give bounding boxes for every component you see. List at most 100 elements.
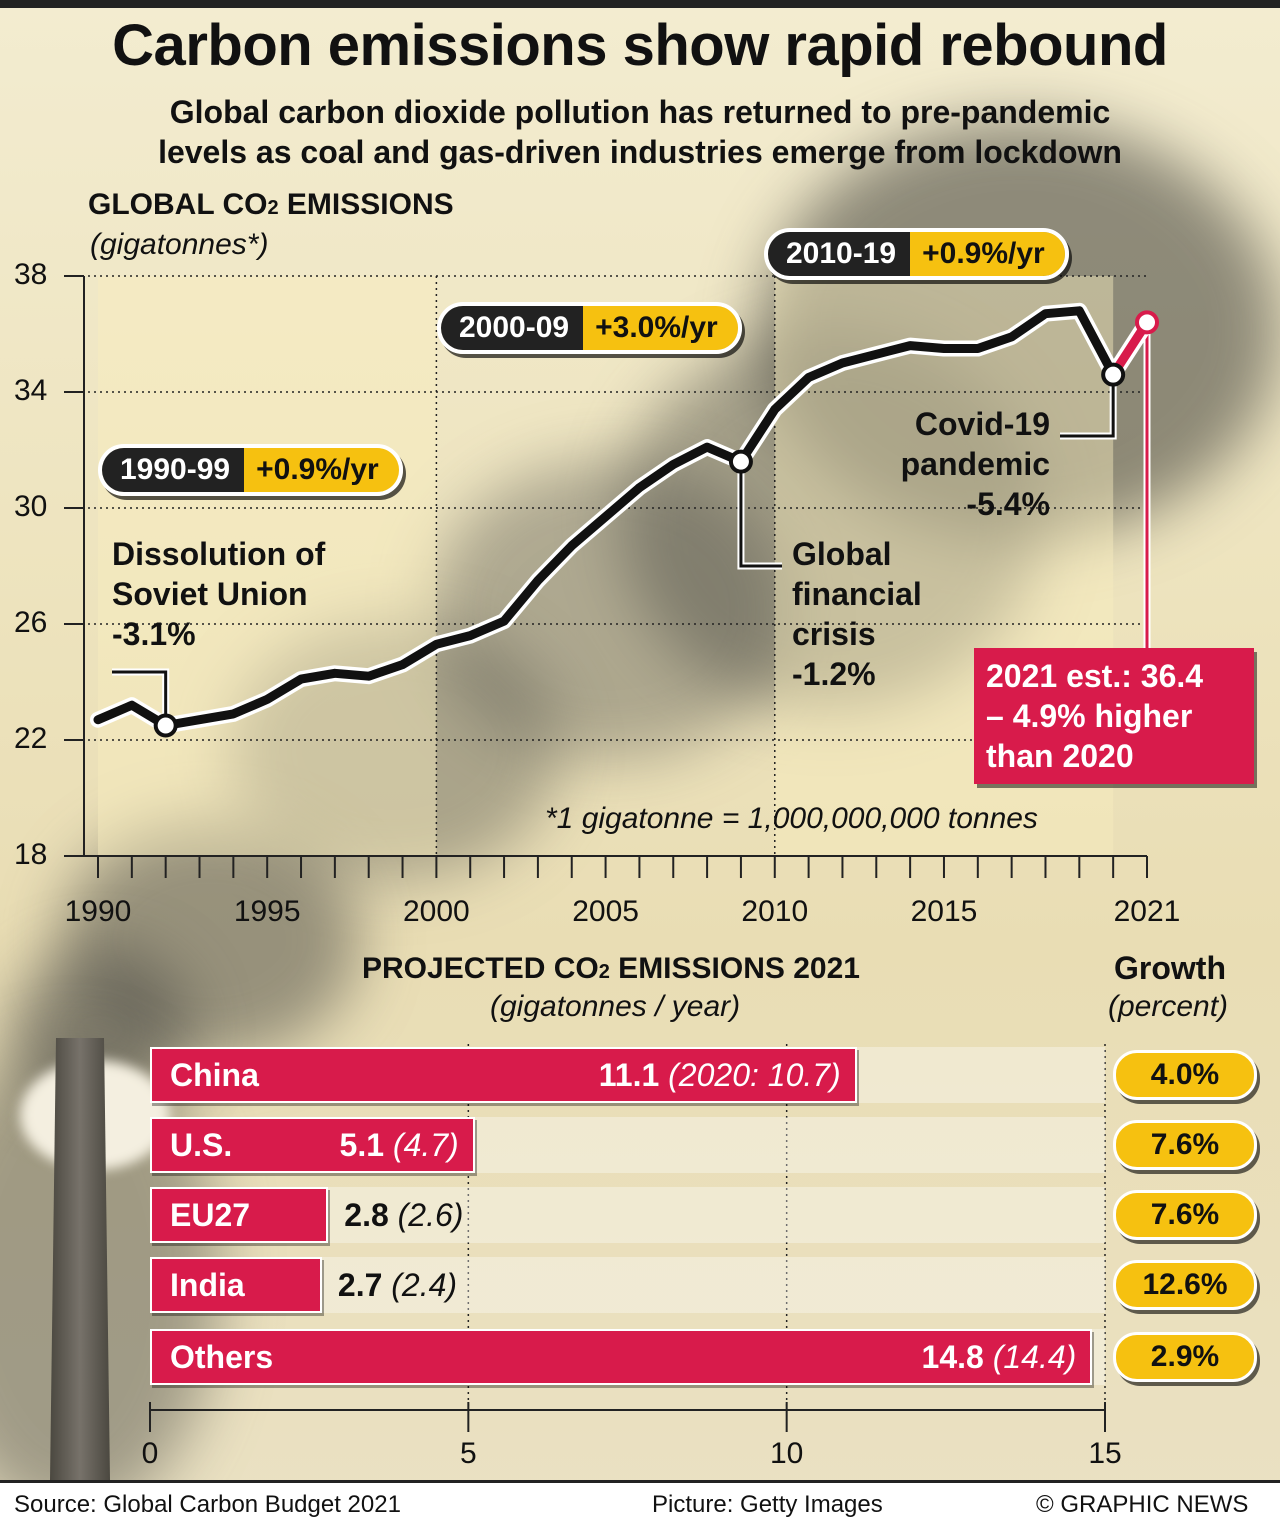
bar-previous-value: (4.7) [392, 1127, 459, 1163]
bar-value-label: 5.1 (4.7) [340, 1117, 459, 1173]
bar-category-label: EU27 [170, 1197, 251, 1233]
line-chart-title-subscript: 2 [267, 197, 279, 219]
y-tick-label: 30 [14, 490, 48, 523]
unit-footnote: *1 gigatonne = 1,000,000,000 tonnes [545, 802, 1038, 835]
bar-category-label: U.S. [170, 1127, 233, 1163]
leader-covid [1060, 374, 1115, 438]
annotation-covid: Covid-19 pandemic -5.4% [850, 404, 1050, 524]
bar-x-tick-label: 10 [769, 1437, 804, 1470]
annotation-line: financial [792, 576, 922, 612]
bar-previous-value: (2.4) [391, 1267, 458, 1303]
bar-x-tick-label: 0 [141, 1437, 159, 1470]
shaded-period-0 [98, 276, 437, 856]
subtitle-line-1: Global carbon dioxide pollution has retu… [169, 94, 1111, 130]
leader-gfc [739, 461, 782, 568]
badge-1990s: 1990-99 +0.9%/yr [98, 444, 403, 496]
y-tick-label: 34 [14, 374, 48, 407]
bar-value-label: 2.7 (2.4) [338, 1257, 457, 1313]
line-chart-title-rest: Emissions [278, 188, 454, 221]
subtitle-line-2: levels as coal and gas-driven industries… [158, 134, 1122, 170]
bar-value: 11.1 [598, 1057, 669, 1093]
highlight-point [153, 713, 178, 738]
line-chart [64, 275, 1159, 878]
badge-2010s: 2010-19 +0.9%/yr [764, 228, 1069, 280]
y-tick-label: 26 [14, 606, 48, 639]
badge-rate: +0.9%/yr [910, 232, 1065, 276]
bar-category-label: India [170, 1267, 245, 1303]
page-subtitle: Global carbon dioxide pollution has retu… [40, 92, 1240, 172]
footer: Source: Global Carbon Budget 2021 Pictur… [0, 1480, 1280, 1524]
bar-value-label: 2.8 (2.6) [344, 1187, 463, 1243]
bar-x-tick-label: 15 [1088, 1437, 1122, 1470]
bar-category-label: China [170, 1057, 259, 1093]
bar-chart-title-main: Projected CO [362, 952, 599, 985]
bar-chart-title-rest: Emissions 2021 [609, 952, 860, 985]
bar-previous-value: (2.6) [397, 1197, 464, 1233]
x-tick-label: 2000 [403, 895, 470, 928]
annotation-line: Soviet Union [112, 576, 308, 612]
callout-line: than 2020 [986, 738, 1134, 774]
estimate-callout: 2021 est.: 36.4 – 4.9% higher than 2020 [974, 648, 1254, 784]
publisher-credit: © GRAPHIC NEWS [1036, 1491, 1249, 1518]
annotation-line: pandemic [900, 446, 1050, 482]
badge-period: 1990-99 [102, 448, 245, 492]
annotation-line: Covid-19 [914, 406, 1050, 442]
growth-badge: 7.6% [1113, 1190, 1257, 1240]
bar-china [150, 1047, 857, 1103]
x-tick-label: 2021 [1113, 895, 1181, 928]
line-chart-unit: (gigatonnes*) [90, 228, 269, 261]
growth-badge: 4.0% [1113, 1050, 1257, 1100]
highlight-point [728, 449, 753, 474]
bar-value: 5.1 [339, 1127, 393, 1163]
highlight-point [1101, 362, 1126, 387]
line-chart-title: Global CO2 Emissions [88, 188, 454, 222]
highlight-point [1135, 310, 1159, 335]
x-tick-label: 2005 [572, 895, 639, 928]
badge-rate: +0.9%/yr [244, 448, 399, 492]
bar-previous-value: (14.4) [992, 1339, 1077, 1375]
y-tick-label: 22 [14, 722, 48, 755]
y-tick-label: 38 [14, 258, 48, 291]
source-credit: Source: Global Carbon Budget 2021 [14, 1491, 401, 1518]
bar-value-label: 11.1 (2020: 10.7) [599, 1047, 841, 1103]
chimney-icon [50, 1038, 110, 1480]
bar-chart-title-subscript: 2 [598, 961, 610, 983]
bar-category-label: Others [170, 1339, 274, 1375]
bar-x-tick-label: 5 [459, 1437, 477, 1470]
y-tick-label: 18 [14, 838, 48, 871]
x-tick-label: 1990 [64, 895, 132, 928]
growth-badge: 2.9% [1113, 1332, 1257, 1382]
callout-line: 2021 est.: 36.4 [986, 658, 1204, 694]
bar-chart-unit: (gigatonnes / year) [490, 990, 741, 1023]
x-tick-label: 2010 [741, 895, 809, 928]
page-title: Carbon emissions show rapid rebound [112, 13, 1168, 78]
annotation-financial-crisis: Global financial crisis -1.2% [792, 534, 922, 694]
bar-others [150, 1329, 1093, 1385]
badge-2000s: 2000-09 +3.0%/yr [437, 302, 742, 354]
annotation-line: crisis [792, 616, 876, 652]
x-tick-label: 2015 [910, 895, 978, 928]
annotation-line: -3.1% [112, 616, 196, 652]
annotation-soviet: Dissolution of Soviet Union -3.1% [112, 534, 325, 654]
series-line [93, 306, 1118, 730]
picture-credit: Picture: Getty Images [652, 1491, 883, 1518]
leader-soviet [112, 670, 168, 726]
annotation-line: -5.4% [966, 486, 1050, 522]
x-tick-label: 1995 [233, 895, 301, 928]
growth-badge: 12.6% [1113, 1260, 1257, 1310]
bar-eu27 [150, 1187, 329, 1243]
annotation-line: -1.2% [792, 656, 876, 692]
annotation-line: Global [792, 536, 892, 572]
growth-title: Growth [1114, 950, 1226, 986]
badge-period: 2010-19 [768, 232, 911, 276]
bar-chart-axis [149, 1044, 1106, 1432]
badge-rate: +3.0%/yr [583, 306, 738, 350]
badge-period: 2000-09 [441, 306, 584, 350]
growth-badge: 7.6% [1113, 1120, 1257, 1170]
bar-value-label: 14.8 (14.4) [922, 1329, 1077, 1385]
bar-value: 2.8 [344, 1197, 398, 1233]
line-chart-title-main: Global CO [88, 188, 268, 221]
annotation-line: Dissolution of [112, 536, 326, 572]
callout-line: – 4.9% higher [986, 698, 1193, 734]
